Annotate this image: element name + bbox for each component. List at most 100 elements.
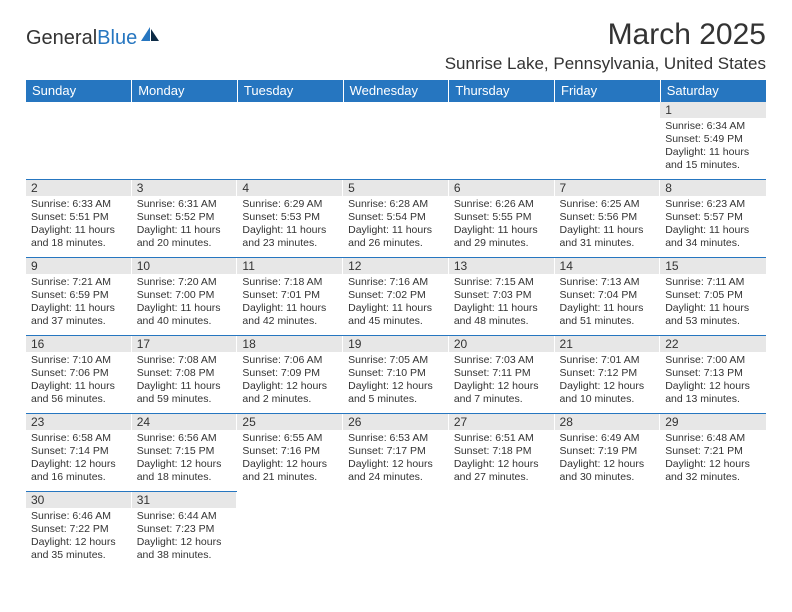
day-body: Sunrise: 6:51 AMSunset: 7:18 PMDaylight:… — [449, 430, 555, 487]
day-body: Sunrise: 6:53 AMSunset: 7:17 PMDaylight:… — [343, 430, 449, 487]
day-number: 13 — [449, 258, 555, 274]
calendar-cell: 25Sunrise: 6:55 AMSunset: 7:16 PMDayligh… — [237, 414, 343, 492]
sunset-line: Sunset: 7:14 PM — [31, 445, 127, 458]
sunrise-line: Sunrise: 6:25 AM — [560, 198, 656, 211]
day-number: 2 — [26, 180, 132, 196]
calendar-cell: 16Sunrise: 7:10 AMSunset: 7:06 PMDayligh… — [26, 336, 132, 414]
sunrise-line: Sunrise: 7:00 AM — [665, 354, 761, 367]
daylight-line: Daylight: 12 hours and 7 minutes. — [454, 380, 550, 406]
calendar-cell — [555, 102, 661, 180]
daylight-line: Daylight: 12 hours and 5 minutes. — [348, 380, 444, 406]
sunset-line: Sunset: 7:18 PM — [454, 445, 550, 458]
sunset-line: Sunset: 7:04 PM — [560, 289, 656, 302]
day-number: 21 — [555, 336, 661, 352]
sunset-line: Sunset: 7:19 PM — [560, 445, 656, 458]
day-number: 8 — [660, 180, 766, 196]
day-number: 28 — [555, 414, 661, 430]
sunrise-line: Sunrise: 7:18 AM — [242, 276, 338, 289]
sunset-line: Sunset: 7:05 PM — [665, 289, 761, 302]
calendar-cell: 21Sunrise: 7:01 AMSunset: 7:12 PMDayligh… — [555, 336, 661, 414]
daylight-line: Daylight: 12 hours and 24 minutes. — [348, 458, 444, 484]
logo-text-general: General — [26, 27, 97, 50]
calendar-week: 1Sunrise: 6:34 AMSunset: 5:49 PMDaylight… — [26, 102, 766, 180]
day-number: 30 — [26, 492, 132, 508]
sunset-line: Sunset: 5:49 PM — [665, 133, 761, 146]
day-number: 7 — [555, 180, 661, 196]
sunset-line: Sunset: 5:52 PM — [137, 211, 233, 224]
day-body: Sunrise: 6:23 AMSunset: 5:57 PMDaylight:… — [660, 196, 766, 253]
sunset-line: Sunset: 7:06 PM — [31, 367, 127, 380]
sunrise-line: Sunrise: 6:26 AM — [454, 198, 550, 211]
day-header-monday: Monday — [132, 80, 238, 102]
sunrise-line: Sunrise: 7:06 AM — [242, 354, 338, 367]
sunrise-line: Sunrise: 7:08 AM — [137, 354, 233, 367]
day-body: Sunrise: 6:26 AMSunset: 5:55 PMDaylight:… — [449, 196, 555, 253]
sunrise-line: Sunrise: 6:28 AM — [348, 198, 444, 211]
sunrise-line: Sunrise: 6:46 AM — [31, 510, 127, 523]
day-body: Sunrise: 7:05 AMSunset: 7:10 PMDaylight:… — [343, 352, 449, 409]
calendar-cell: 30 Sunrise: 6:46 AMSunset: 7:22 PMDayligh… — [26, 492, 132, 570]
sunset-line: Sunset: 5:54 PM — [348, 211, 444, 224]
day-body: Sunrise: 6:49 AMSunset: 7:19 PMDaylight:… — [555, 430, 661, 487]
daylight-line: Daylight: 11 hours and 56 minutes. — [31, 380, 127, 406]
day-body: Sunrise: 7:06 AMSunset: 7:09 PMDaylight:… — [237, 352, 343, 409]
day-number: 15 — [660, 258, 766, 274]
day-body: Sunrise: 6:29 AMSunset: 5:53 PMDaylight:… — [237, 196, 343, 253]
location-subtitle: Sunrise Lake, Pennsylvania, United State… — [445, 54, 766, 74]
sunrise-line: Sunrise: 6:23 AM — [665, 198, 761, 211]
sunrise-line: Sunrise: 7:21 AM — [31, 276, 127, 289]
logo: GeneralBlue — [26, 26, 161, 50]
sunrise-line: Sunrise: 6:44 AM — [137, 510, 233, 523]
day-number: 3 — [132, 180, 238, 196]
daylight-line: Daylight: 11 hours and 45 minutes. — [348, 302, 444, 328]
daylight-line: Daylight: 11 hours and 15 minutes. — [665, 146, 761, 172]
daylight-line: Daylight: 11 hours and 31 minutes. — [560, 224, 656, 250]
calendar-cell: 4Sunrise: 6:29 AMSunset: 5:53 PMDaylight… — [237, 180, 343, 258]
day-number: 20 — [449, 336, 555, 352]
daylight-line: Daylight: 11 hours and 29 minutes. — [454, 224, 550, 250]
calendar-week: 30 Sunrise: 6:46 AMSunset: 7:22 PMDayligh… — [26, 492, 766, 570]
sunrise-line: Sunrise: 6:51 AM — [454, 432, 550, 445]
day-body: Sunrise: 7:15 AMSunset: 7:03 PMDaylight:… — [449, 274, 555, 331]
sunrise-line: Sunrise: 6:31 AM — [137, 198, 233, 211]
day-body: Sunrise: 7:16 AMSunset: 7:02 PMDaylight:… — [343, 274, 449, 331]
sunset-line: Sunset: 5:57 PM — [665, 211, 761, 224]
day-body: Sunrise: 6:28 AMSunset: 5:54 PMDaylight:… — [343, 196, 449, 253]
sunset-line: Sunset: 7:22 PM — [31, 523, 127, 536]
sunset-line: Sunset: 7:08 PM — [137, 367, 233, 380]
sunset-line: Sunset: 7:09 PM — [242, 367, 338, 380]
day-number: 24 — [132, 414, 238, 430]
calendar-header-row: SundayMondayTuesdayWednesdayThursdayFrid… — [26, 80, 766, 102]
calendar-week: 23Sunrise: 6:58 AMSunset: 7:14 PMDayligh… — [26, 414, 766, 492]
calendar-cell: 29Sunrise: 6:48 AMSunset: 7:21 PMDayligh… — [660, 414, 766, 492]
sunrise-line: Sunrise: 6:34 AM — [665, 120, 761, 133]
sunset-line: Sunset: 7:03 PM — [454, 289, 550, 302]
calendar-page: GeneralBlue March 2025 Sunrise Lake, Pen… — [0, 0, 792, 580]
day-body: Sunrise: 6:25 AMSunset: 5:56 PMDaylight:… — [555, 196, 661, 253]
day-body: Sunrise: 7:00 AMSunset: 7:13 PMDaylight:… — [660, 352, 766, 409]
daylight-line: Daylight: 12 hours and 32 minutes. — [665, 458, 761, 484]
day-body: Sunrise: 6:34 AMSunset: 5:49 PMDaylight:… — [660, 118, 766, 175]
day-number: 25 — [237, 414, 343, 430]
calendar-cell — [237, 102, 343, 180]
day-number: 6 — [449, 180, 555, 196]
calendar-cell — [555, 492, 661, 570]
daylight-line: Daylight: 12 hours and 35 minutes. — [31, 536, 127, 562]
day-header-saturday: Saturday — [660, 80, 766, 102]
calendar-cell: 14Sunrise: 7:13 AMSunset: 7:04 PMDayligh… — [555, 258, 661, 336]
sunset-line: Sunset: 7:17 PM — [348, 445, 444, 458]
title-block: March 2025 Sunrise Lake, Pennsylvania, U… — [445, 18, 766, 74]
sunrise-line: Sunrise: 7:01 AM — [560, 354, 656, 367]
daylight-line: Daylight: 11 hours and 40 minutes. — [137, 302, 233, 328]
sunset-line: Sunset: 7:16 PM — [242, 445, 338, 458]
day-number: 22 — [660, 336, 766, 352]
daylight-line: Daylight: 12 hours and 18 minutes. — [137, 458, 233, 484]
calendar-week: 9Sunrise: 7:21 AMSunset: 6:59 PMDaylight… — [26, 258, 766, 336]
calendar-cell: 23Sunrise: 6:58 AMSunset: 7:14 PMDayligh… — [26, 414, 132, 492]
day-number: 11 — [237, 258, 343, 274]
calendar-cell: 20Sunrise: 7:03 AMSunset: 7:11 PMDayligh… — [449, 336, 555, 414]
daylight-line: Daylight: 12 hours and 13 minutes. — [665, 380, 761, 406]
day-body: Sunrise: 7:01 AMSunset: 7:12 PMDaylight:… — [555, 352, 661, 409]
day-number: 17 — [132, 336, 238, 352]
day-header-sunday: Sunday — [26, 80, 132, 102]
